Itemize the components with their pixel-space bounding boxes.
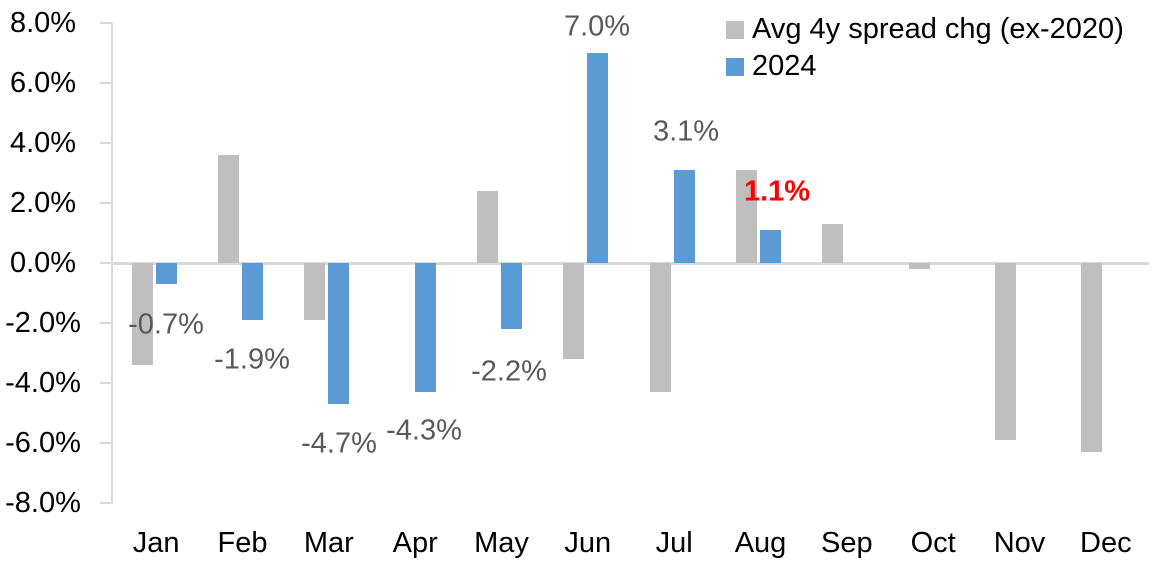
bar-avg-dec	[1081, 263, 1103, 452]
y-axis-tick-label: 6.0%	[9, 67, 77, 99]
y-axis-tick-label: -8.0%	[5, 487, 81, 519]
bar-avg-oct	[908, 263, 930, 269]
y-axis-tick-label: -2.0%	[5, 307, 81, 339]
y-axis-tick-label: -4.0%	[5, 367, 81, 399]
data-label-jan: -0.7%	[128, 308, 204, 341]
x-axis-label-dec: Dec	[1080, 527, 1132, 559]
bar-avg-jul	[649, 263, 671, 392]
y-axis-tick	[100, 142, 112, 144]
legend-swatch-2024	[726, 57, 744, 76]
y-axis-tick-label: -6.0%	[5, 427, 81, 459]
x-axis-label-jul: Jul	[655, 527, 693, 559]
y-axis-tick-label: 8.0%	[9, 7, 77, 39]
bar-2024-apr	[414, 263, 436, 392]
x-axis-label-nov: Nov	[993, 527, 1046, 559]
y-axis-tick	[100, 262, 112, 264]
y-axis-tick-label: 0.0%	[9, 247, 77, 279]
x-axis-label-may: May	[474, 527, 529, 559]
bar-avg-aug	[736, 170, 757, 263]
legend-item-2024: 2024	[726, 48, 1124, 85]
bar-avg-sep	[822, 224, 844, 263]
y-axis-tick	[100, 82, 112, 84]
bar-2024-aug	[760, 230, 781, 263]
bar-2024-feb	[242, 263, 263, 320]
y-axis-tick	[100, 202, 112, 204]
legend-label-avg-4y-spread: Avg 4y spread chg (ex-2020)	[752, 13, 1124, 45]
y-axis-tick-label: 2.0%	[9, 187, 77, 219]
bar-avg-mar	[304, 263, 326, 320]
data-label-mar: -4.7%	[301, 427, 377, 460]
x-axis-label-jun: Jun	[564, 527, 612, 559]
data-label-aug: 1.1%	[743, 175, 811, 208]
bar-avg-may	[477, 191, 498, 263]
x-axis-label-sep: Sep	[820, 527, 873, 559]
x-axis-label-jan: Jan	[132, 527, 180, 559]
data-label-jun: 7.0%	[563, 10, 631, 43]
zero-line	[111, 261, 1149, 265]
bar-2024-jan	[155, 263, 177, 284]
y-axis-tick	[100, 322, 112, 324]
bar-avg-feb	[218, 155, 239, 263]
bar-2024-mar	[328, 263, 350, 404]
data-label-jul: 3.1%	[652, 115, 720, 148]
y-axis-tick	[100, 442, 112, 444]
data-label-feb: -1.9%	[214, 343, 290, 376]
data-label-apr: -4.3%	[386, 414, 462, 447]
bar-2024-jun	[587, 53, 609, 263]
legend: Avg 4y spread chg (ex-2020) 2024	[726, 11, 1124, 85]
y-axis-tick	[100, 502, 112, 504]
x-axis-label-mar: Mar	[303, 527, 354, 559]
legend-label-2024: 2024	[752, 50, 817, 82]
bar-avg-jun	[563, 263, 585, 359]
y-axis-tick	[100, 382, 112, 384]
bar-avg-nov	[995, 263, 1016, 440]
bar-2024-may	[501, 263, 522, 329]
y-axis-tick	[100, 22, 112, 24]
legend-item-avg-4y-spread: Avg 4y spread chg (ex-2020)	[726, 11, 1124, 48]
x-axis-label-apr: Apr	[392, 527, 438, 559]
y-axis-tick-label: 4.0%	[9, 127, 77, 159]
bar-2024-jul	[673, 170, 695, 263]
data-label-may: -2.2%	[471, 355, 547, 388]
x-axis-label-aug: Aug	[734, 527, 787, 559]
x-axis-label-feb: Feb	[217, 527, 268, 559]
x-axis-label-oct: Oct	[910, 527, 956, 559]
bar-avg-jan	[131, 263, 153, 365]
legend-swatch-avg-4y-spread	[726, 20, 744, 39]
